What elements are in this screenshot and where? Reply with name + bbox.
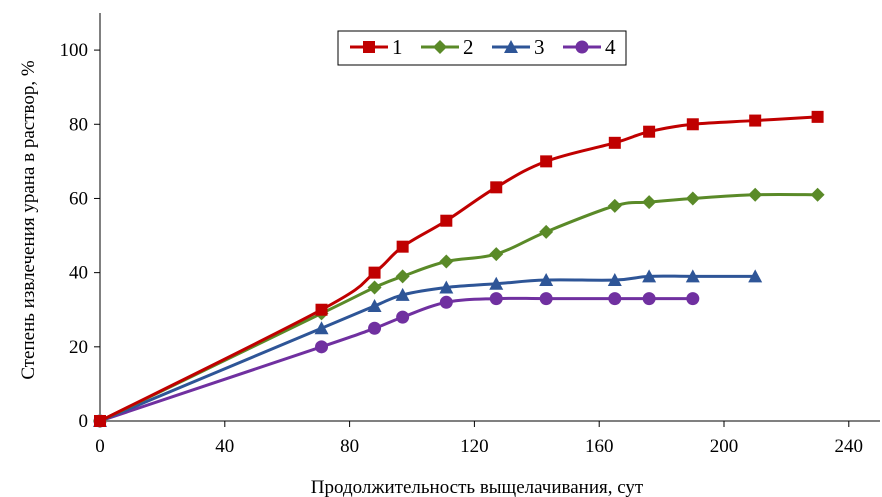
x-tick-label: 160 [585, 436, 614, 457]
data-point-3 [314, 321, 329, 335]
data-point-2 [607, 198, 622, 213]
data-point-2 [395, 269, 410, 284]
data-point-1 [490, 181, 503, 194]
x-tick-label: 80 [340, 436, 359, 457]
data-point-2 [810, 187, 825, 202]
data-point-2 [489, 247, 504, 262]
data-point-3 [607, 273, 622, 287]
data-point-4 [396, 310, 410, 324]
y-tick-label: 0 [79, 411, 89, 432]
data-point-4 [608, 292, 622, 306]
data-point-4 [539, 292, 553, 306]
data-point-2 [685, 191, 700, 206]
data-point-3 [367, 299, 382, 313]
data-point-1 [811, 110, 824, 123]
legend-entry-4: 4 [563, 35, 616, 59]
data-point-2 [367, 280, 382, 295]
data-point-1 [396, 240, 409, 253]
legend-marker-1 [363, 41, 375, 53]
legend-marker-2 [433, 40, 447, 54]
data-point-4 [686, 292, 700, 306]
data-point-1 [643, 125, 656, 138]
data-point-1 [315, 303, 328, 316]
legend-marker-3 [504, 40, 518, 53]
series-line-2 [99, 192, 818, 423]
data-point-1 [608, 136, 621, 149]
series-2 [93, 187, 825, 428]
data-point-1 [686, 118, 699, 131]
data-point-3 [395, 287, 410, 301]
series-3 [93, 269, 763, 427]
data-point-2 [748, 187, 763, 202]
y-tick-label: 60 [69, 188, 88, 209]
x-tick-label: 240 [835, 436, 864, 457]
legend-entry-3: 3 [492, 35, 545, 59]
data-point-1 [540, 155, 553, 168]
y-tick-label: 20 [69, 337, 88, 358]
data-point-2 [642, 195, 657, 210]
series-1 [94, 110, 824, 427]
axes: 0 20 40 60 80 100 0 40 80 120 160 200 240 [60, 13, 880, 457]
legend-entry-2: 2 [421, 35, 474, 59]
data-point-2 [539, 224, 554, 239]
x-tick-label: 0 [95, 436, 105, 457]
legend: 1 2 3 4 [337, 30, 627, 66]
legend-label-1: 1 [392, 35, 403, 59]
data-point-1 [749, 114, 762, 127]
x-tick-label: 200 [710, 436, 739, 457]
series-layer [93, 110, 825, 428]
data-point-2 [439, 254, 454, 269]
legend-label-4: 4 [605, 35, 616, 59]
y-tick-label: 80 [69, 114, 88, 135]
data-point-4 [439, 295, 453, 309]
data-point-3 [439, 280, 454, 294]
y-axis-title: Степень извлечения урана в раствор, % [18, 60, 39, 380]
legend-label-3: 3 [534, 35, 545, 59]
data-point-3 [642, 269, 657, 283]
series-4 [93, 292, 700, 428]
x-axis-title: Продолжительность выщелачивания, сут [311, 477, 644, 497]
data-point-1 [94, 415, 106, 427]
data-point-4 [315, 340, 329, 354]
data-point-3 [489, 276, 504, 290]
data-point-3 [685, 269, 700, 283]
data-point-4 [489, 292, 503, 306]
x-tick-label: 120 [460, 436, 489, 457]
data-point-4 [642, 292, 656, 306]
data-point-4 [368, 321, 382, 335]
data-point-1 [368, 266, 381, 279]
data-point-3 [539, 273, 554, 287]
y-tick-label: 40 [69, 263, 88, 284]
data-point-3 [748, 269, 763, 283]
legend-entry-1: 1 [350, 35, 403, 59]
legend-marker-4 [575, 40, 589, 54]
data-point-1 [440, 214, 453, 227]
legend-label-2: 2 [463, 35, 474, 59]
y-tick-label: 100 [60, 40, 89, 61]
x-tick-label: 40 [215, 436, 234, 457]
